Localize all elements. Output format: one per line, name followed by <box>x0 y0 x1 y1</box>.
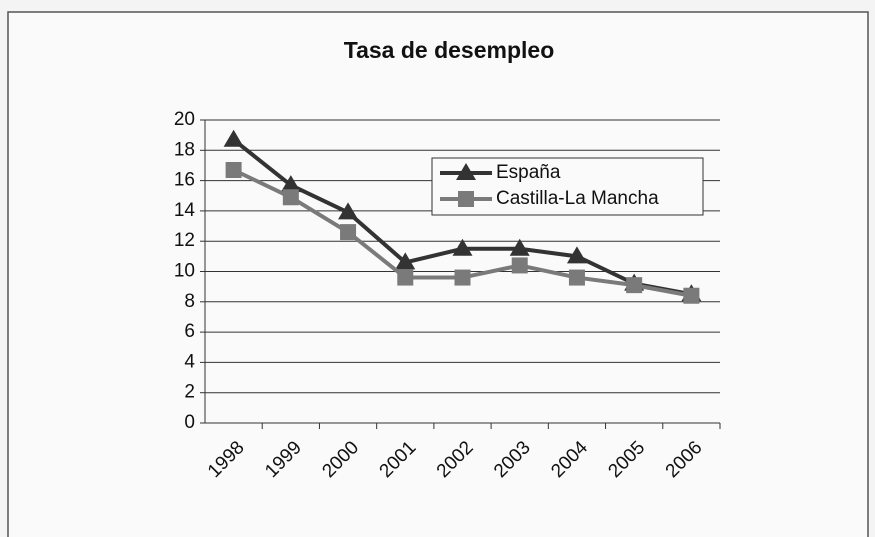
data-point <box>223 129 244 147</box>
legend-marker <box>458 191 474 207</box>
chart-frame <box>7 11 869 537</box>
data-point <box>626 277 643 294</box>
y-tick-label: 2 <box>184 382 195 403</box>
legend-label: Castilla-La Mancha <box>496 188 659 209</box>
y-tick-label: 20 <box>174 109 195 130</box>
data-point <box>395 252 416 270</box>
data-point <box>280 175 301 193</box>
data-point <box>397 269 414 286</box>
y-tick-label: 16 <box>174 170 195 191</box>
data-point <box>568 269 585 286</box>
y-tick-label: 18 <box>174 139 195 160</box>
data-point <box>566 246 587 264</box>
data-point <box>509 238 530 256</box>
legend: España Castilla-La Mancha <box>431 157 704 216</box>
legend-label: España <box>496 162 561 183</box>
y-tick-label: 0 <box>184 412 195 433</box>
y-tick-label: 4 <box>184 351 195 372</box>
data-point <box>511 257 528 274</box>
data-point <box>338 202 359 220</box>
y-tick-label: 10 <box>174 261 195 282</box>
y-tick-label: 8 <box>184 291 195 312</box>
y-tick-label: 12 <box>174 230 195 251</box>
data-point <box>452 238 473 256</box>
legend-box <box>431 157 704 216</box>
data-point <box>454 269 471 286</box>
data-point <box>225 161 242 178</box>
data-point <box>282 189 299 206</box>
y-tick-label: 14 <box>174 200 196 221</box>
y-tick-label: 6 <box>184 321 195 342</box>
data-point <box>683 287 700 304</box>
data-point <box>340 224 357 241</box>
legend-marker <box>456 163 476 180</box>
chart-title: Tasa de desempleo <box>344 37 555 63</box>
